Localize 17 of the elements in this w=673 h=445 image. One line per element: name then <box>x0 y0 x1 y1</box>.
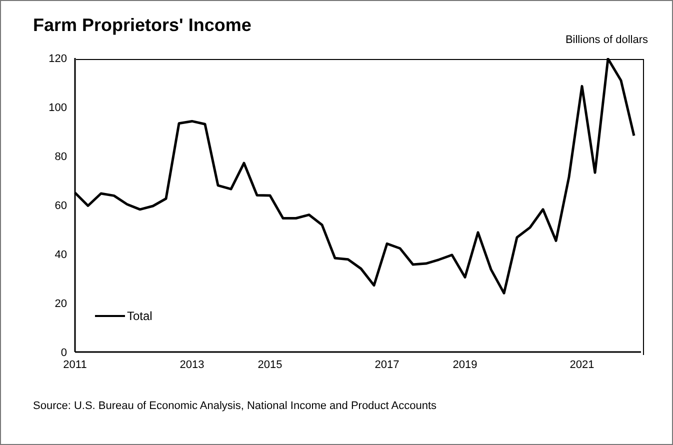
y-tick-label: 120 <box>48 52 67 65</box>
x-tick-label: 2011 <box>63 358 87 371</box>
y-axis-title: Billions of dollars <box>565 34 648 46</box>
x-tick-label: 2013 <box>180 358 204 371</box>
source-note: Source: U.S. Bureau of Economic Analysis, National Income and Product Accounts <box>33 400 437 412</box>
y-tick-label: 40 <box>54 248 67 261</box>
y-tick-label: 100 <box>48 102 67 114</box>
x-tick-label: 2019 <box>452 358 478 371</box>
y-tick-label: 0 <box>60 346 67 359</box>
y-tick-label: 60 <box>54 200 67 212</box>
x-tick-label: 2015 <box>258 358 282 371</box>
legend-label: Total <box>127 309 152 323</box>
y-tick-label: 80 <box>54 150 67 163</box>
x-tick-label: 2021 <box>570 358 594 371</box>
x-tick-label: 2017 <box>374 358 400 371</box>
chart-title: Farm Proprietors' Income <box>33 15 252 36</box>
y-tick-label: 20 <box>54 298 67 310</box>
